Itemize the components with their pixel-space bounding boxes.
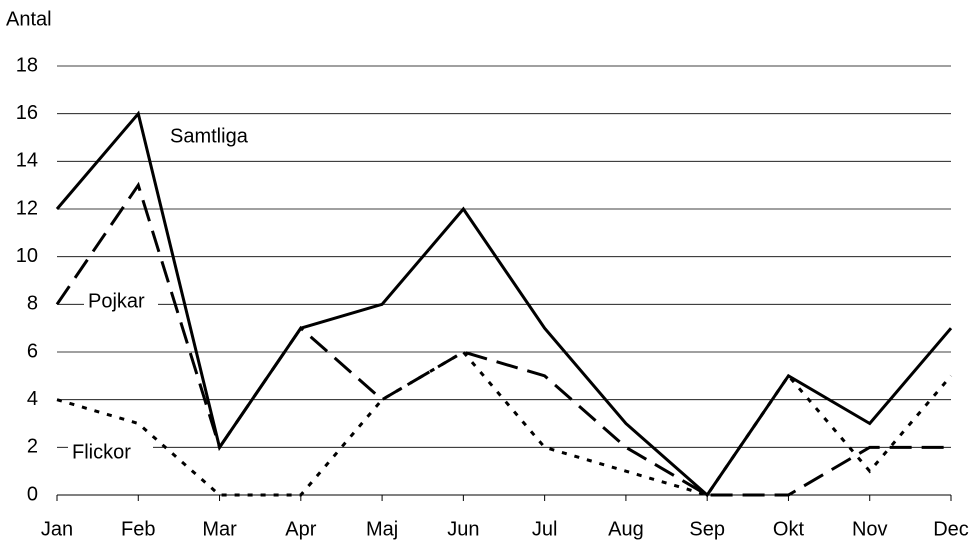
y-tick-label: 14 — [16, 150, 38, 172]
series-label-bg — [84, 289, 158, 315]
y-tick-label: 8 — [27, 293, 38, 315]
y-tick-label: 10 — [16, 245, 38, 267]
x-tick-label: Nov — [852, 518, 888, 540]
y-tick-label: 12 — [16, 197, 38, 219]
x-tick-label: Feb — [121, 518, 155, 540]
x-tick-label: Jun — [447, 518, 479, 540]
series-line — [55, 110, 953, 498]
y-tick-label: 2 — [27, 436, 38, 458]
series-line — [56, 350, 953, 497]
y-axis-label: Antal — [6, 8, 52, 30]
y-tick-label: 0 — [27, 483, 38, 505]
y-tick-label: 18 — [16, 54, 38, 76]
x-tick-label: Jan — [41, 518, 73, 540]
series-label-bg — [68, 440, 153, 466]
y-tick-label: 16 — [16, 102, 38, 124]
x-tick-label: Mar — [202, 518, 237, 540]
series-label: Samtliga — [170, 125, 249, 147]
x-tick-label: Aug — [608, 518, 644, 540]
x-tick-label: Sep — [689, 518, 725, 540]
y-tick-label: 4 — [27, 388, 38, 410]
x-tick-label: Okt — [773, 518, 805, 540]
y-tick-label: 6 — [27, 340, 38, 362]
x-tick-label: Apr — [285, 518, 316, 540]
series-label: Flickor — [72, 441, 131, 463]
series-line — [55, 181, 951, 497]
x-tick-label: Jul — [532, 518, 558, 540]
series-label-bg — [166, 124, 262, 150]
series-label: Pojkar — [88, 290, 145, 312]
x-tick-label: Dec — [933, 518, 969, 540]
x-tick-label: Maj — [366, 518, 398, 540]
